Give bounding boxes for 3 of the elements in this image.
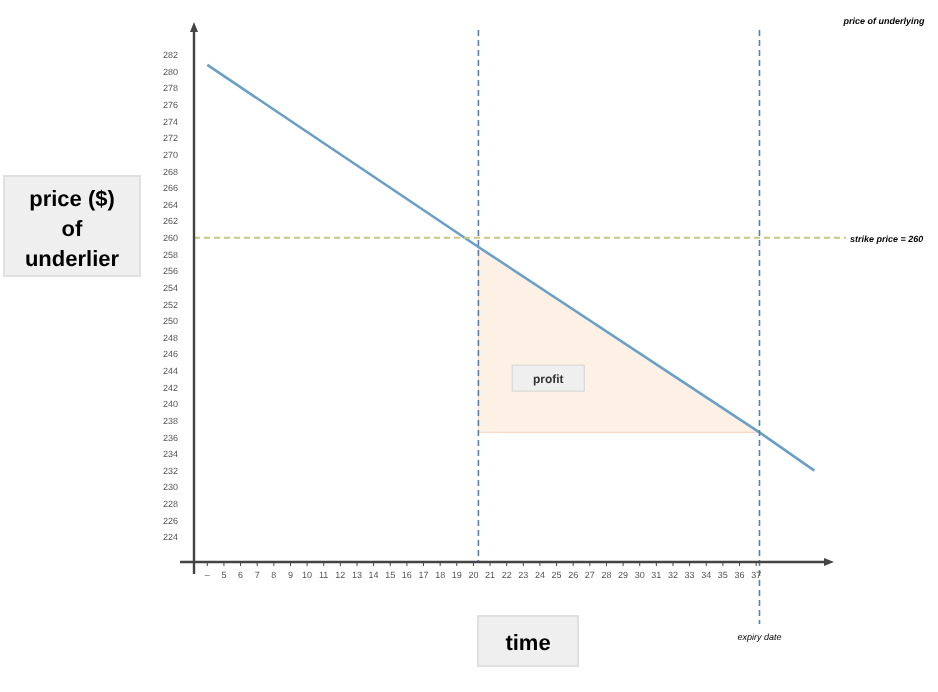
line-series (206, 63, 816, 472)
x-axis-title: time (505, 632, 551, 656)
y-axis-title: price ($) of underlier (24, 188, 121, 272)
